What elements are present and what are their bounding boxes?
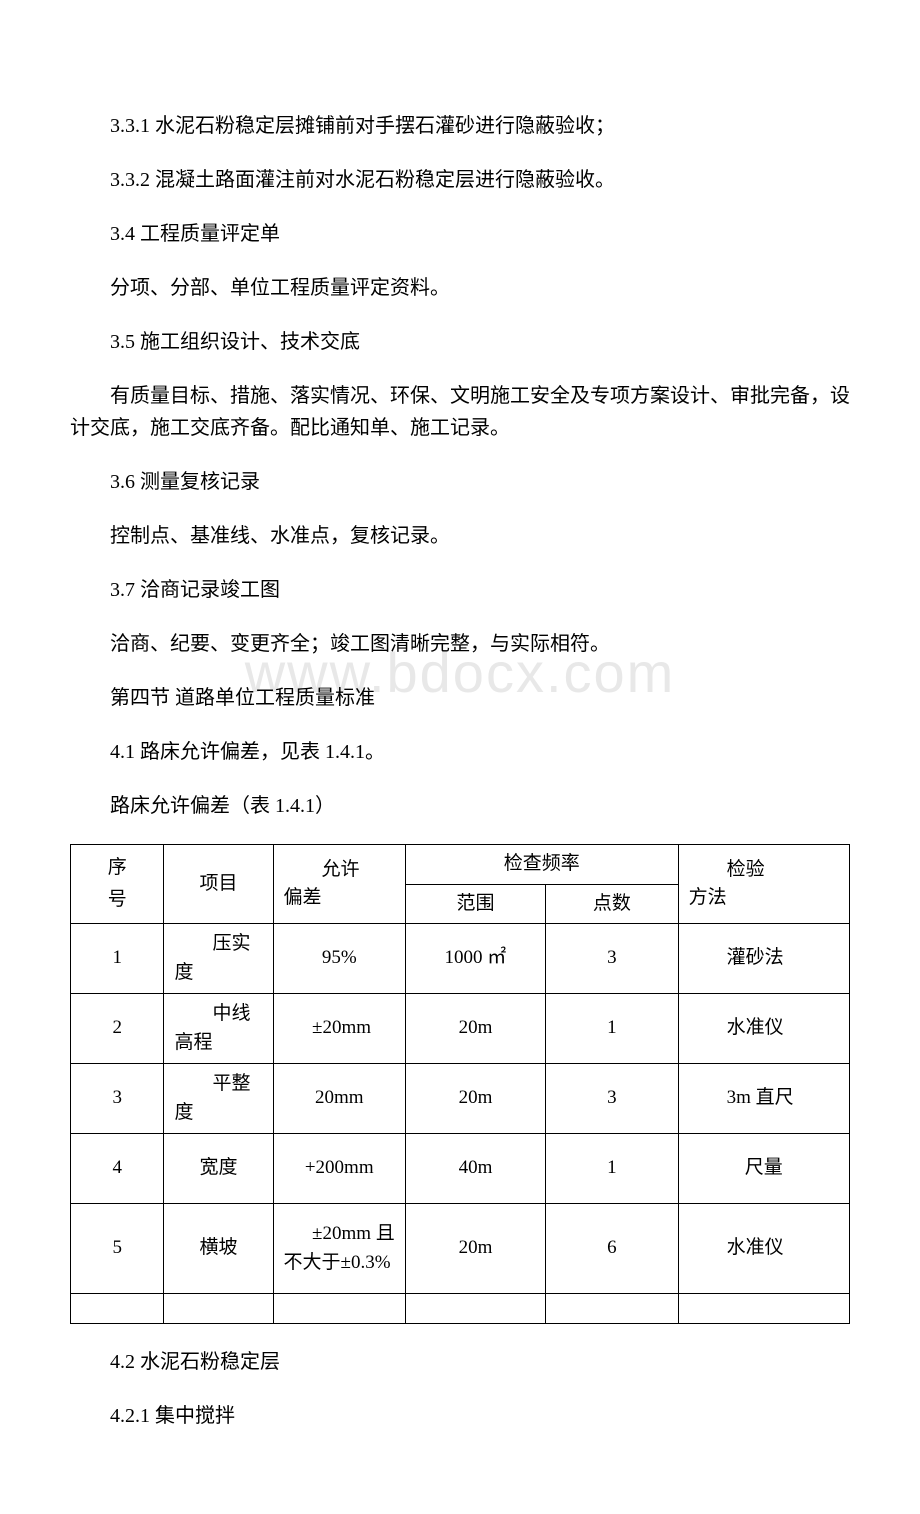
header-tolerance: 允许 偏差 — [273, 845, 405, 924]
para-3-7-detail: 洽商、纪要、变更齐全；竣工图清晰完整，与实际相符。 — [70, 628, 850, 660]
empty-cell — [273, 1294, 405, 1324]
cell-points: 1 — [546, 1134, 678, 1204]
cell-method: 水准仪 — [678, 1204, 849, 1294]
empty-cell — [405, 1294, 545, 1324]
cell-range: 20m — [405, 1204, 545, 1294]
cell-range: 1000 ㎡ — [405, 924, 545, 994]
para-3-4: 3.4 工程质量评定单 — [70, 218, 850, 250]
cell-points: 1 — [546, 994, 678, 1064]
table-row: 1 压实度 95% 1000 ㎡ 3 灌砂法 — [71, 924, 850, 994]
cell-seq: 5 — [71, 1204, 164, 1294]
para-3-5: 3.5 施工组织设计、技术交底 — [70, 326, 850, 358]
cell-tolerance: ±20mm 且不大于±0.3% — [273, 1204, 405, 1294]
header-frequency: 检查频率 — [405, 845, 678, 885]
cell-range: 40m — [405, 1134, 545, 1204]
cell-range: 20m — [405, 994, 545, 1064]
cell-item: 宽度 — [164, 1134, 273, 1204]
para-4-1: 4.1 路床允许偏差，见表 1.4.1。 — [70, 736, 850, 768]
cell-seq: 2 — [71, 994, 164, 1064]
table-row: 5 横坡 ±20mm 且不大于±0.3% 20m 6 水准仪 — [71, 1204, 850, 1294]
para-3-5-detail: 有质量目标、措施、落实情况、环保、文明施工安全及专项方案设计、审批完备，设计交底… — [70, 380, 850, 444]
cell-points: 3 — [546, 1064, 678, 1134]
header-tolerance-top: 允许 — [322, 859, 360, 880]
para-3-4-detail: 分项、分部、单位工程质量评定资料。 — [70, 272, 850, 304]
cell-item: 压实度 — [164, 924, 273, 994]
cell-method: 水准仪 — [678, 994, 849, 1064]
table-row: 2 中线高程 ±20mm 20m 1 水准仪 — [71, 994, 850, 1064]
header-points: 点数 — [546, 884, 678, 924]
para-4-2-1: 4.2.1 集中搅拌 — [70, 1400, 850, 1432]
header-method: 检验 方法 — [678, 845, 849, 924]
header-method-bottom: 方法 — [689, 884, 727, 913]
cell-tolerance: 20mm — [273, 1064, 405, 1134]
para-3-3-2: 3.3.2 混凝土路面灌注前对水泥石粉稳定层进行隐蔽验收。 — [70, 164, 850, 196]
cell-range: 20m — [405, 1064, 545, 1134]
para-3-6: 3.6 测量复核记录 — [70, 466, 850, 498]
empty-cell — [546, 1294, 678, 1324]
para-3-6-detail: 控制点、基准线、水准点，复核记录。 — [70, 520, 850, 552]
cell-tolerance: +200mm — [273, 1134, 405, 1204]
para-section-4: 第四节 道路单位工程质量标准 — [70, 682, 850, 714]
cell-seq: 3 — [71, 1064, 164, 1134]
header-range: 范围 — [405, 884, 545, 924]
cell-tolerance: 95% — [273, 924, 405, 994]
table-empty-row — [71, 1294, 850, 1324]
header-tolerance-bottom: 偏差 — [284, 884, 322, 913]
cell-seq: 4 — [71, 1134, 164, 1204]
table-header-row-1: 序 号 项目 允许 偏差 检查频率 检验 方法 — [71, 845, 850, 885]
para-3-7: 3.7 洽商记录竣工图 — [70, 574, 850, 606]
cell-points: 3 — [546, 924, 678, 994]
cell-points: 6 — [546, 1204, 678, 1294]
para-4-2: 4.2 水泥石粉稳定层 — [70, 1346, 850, 1378]
document-content: 3.3.1 水泥石粉稳定层摊铺前对手摆石灌砂进行隐蔽验收； 3.3.2 混凝土路… — [70, 110, 850, 1432]
para-3-3-1: 3.3.1 水泥石粉稳定层摊铺前对手摆石灌砂进行隐蔽验收； — [70, 110, 850, 142]
deviation-table: 序 号 项目 允许 偏差 检查频率 检验 方法 — [70, 844, 850, 1324]
table-row: 3 平整度 20mm 20m 3 3m 直尺 — [71, 1064, 850, 1134]
cell-tolerance: ±20mm — [273, 994, 405, 1064]
cell-item: 平整度 — [164, 1064, 273, 1134]
header-seq-bottom: 号 — [71, 884, 163, 916]
cell-method: 尺量 — [678, 1134, 849, 1204]
header-item: 项目 — [164, 845, 273, 924]
para-table-title: 路床允许偏差（表 1.4.1） — [70, 790, 850, 822]
cell-seq: 1 — [71, 924, 164, 994]
cell-method: 灌砂法 — [678, 924, 849, 994]
empty-cell — [678, 1294, 849, 1324]
cell-method: 3m 直尺 — [678, 1064, 849, 1134]
empty-cell — [71, 1294, 164, 1324]
header-method-top: 检验 — [727, 859, 765, 880]
cell-item: 中线高程 — [164, 994, 273, 1064]
header-seq: 序 号 — [71, 845, 164, 924]
header-seq-top: 序 — [71, 852, 163, 884]
empty-cell — [164, 1294, 273, 1324]
table-row: 4 宽度 +200mm 40m 1 尺量 — [71, 1134, 850, 1204]
cell-item: 横坡 — [164, 1204, 273, 1294]
